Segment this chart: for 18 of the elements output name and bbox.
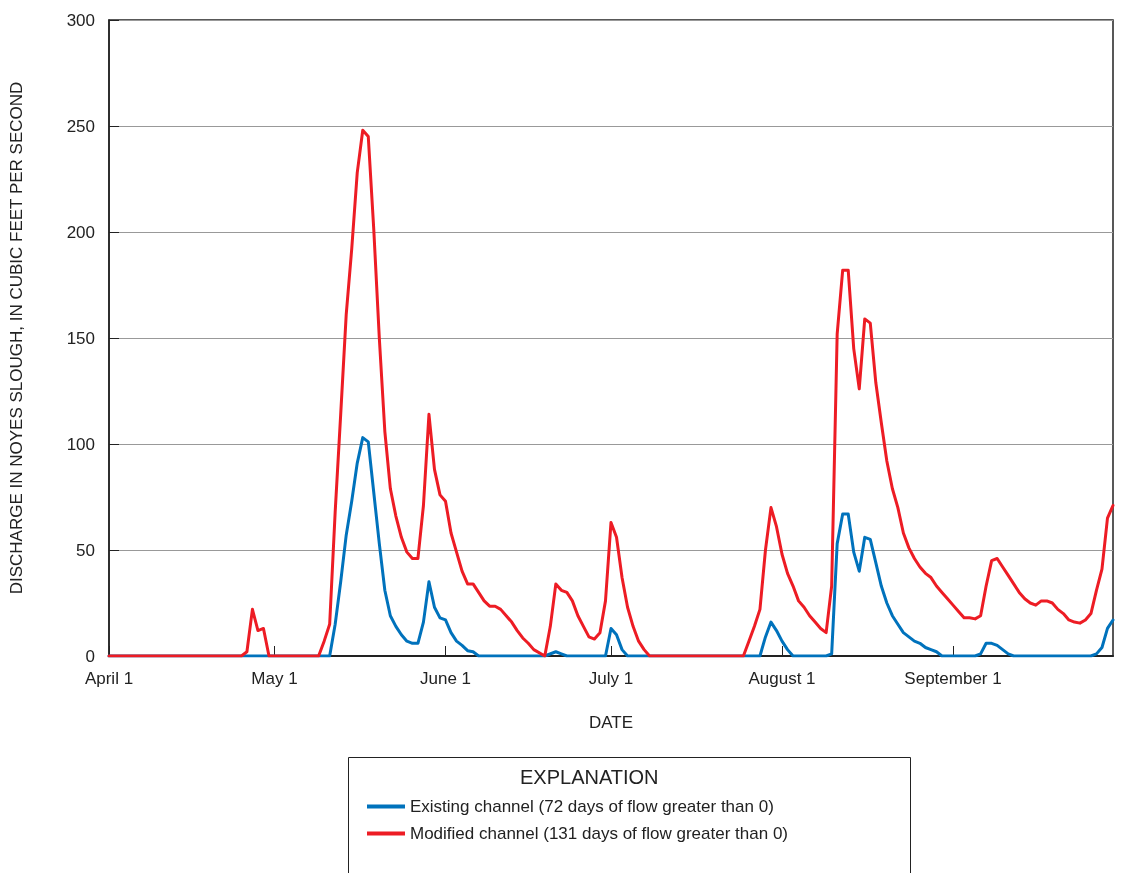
y-tick-label: 150 <box>66 328 95 348</box>
y-tick-label: 0 <box>85 646 95 666</box>
y-tick-label: 250 <box>66 116 95 136</box>
y-axis-title: DISCHARGE IN NOYES SLOUGH, IN CUBIC FEET PER SECOND <box>7 81 26 595</box>
legend-label: Modified channel (131 days of flow greater than 0) <box>410 824 789 843</box>
x-tick-label: September 1 <box>904 669 1002 688</box>
x-tick-label: April 1 <box>84 669 134 688</box>
y-tick-label: 300 <box>66 10 95 30</box>
x-axis-title: DATE <box>588 713 634 732</box>
y-tick-label: 50 <box>76 540 95 560</box>
legend-title: EXPLANATION <box>520 766 659 788</box>
x-tick-label: July 1 <box>588 669 634 688</box>
legend-label: Existing channel (72 days of flow greater than 0) <box>410 797 774 816</box>
x-tick-label: June 1 <box>419 669 472 688</box>
x-tick-label: August 1 <box>748 669 816 688</box>
y-tick-label: 100 <box>66 434 95 454</box>
x-tick-label: May 1 <box>251 669 298 688</box>
y-tick-label: 200 <box>66 222 95 242</box>
